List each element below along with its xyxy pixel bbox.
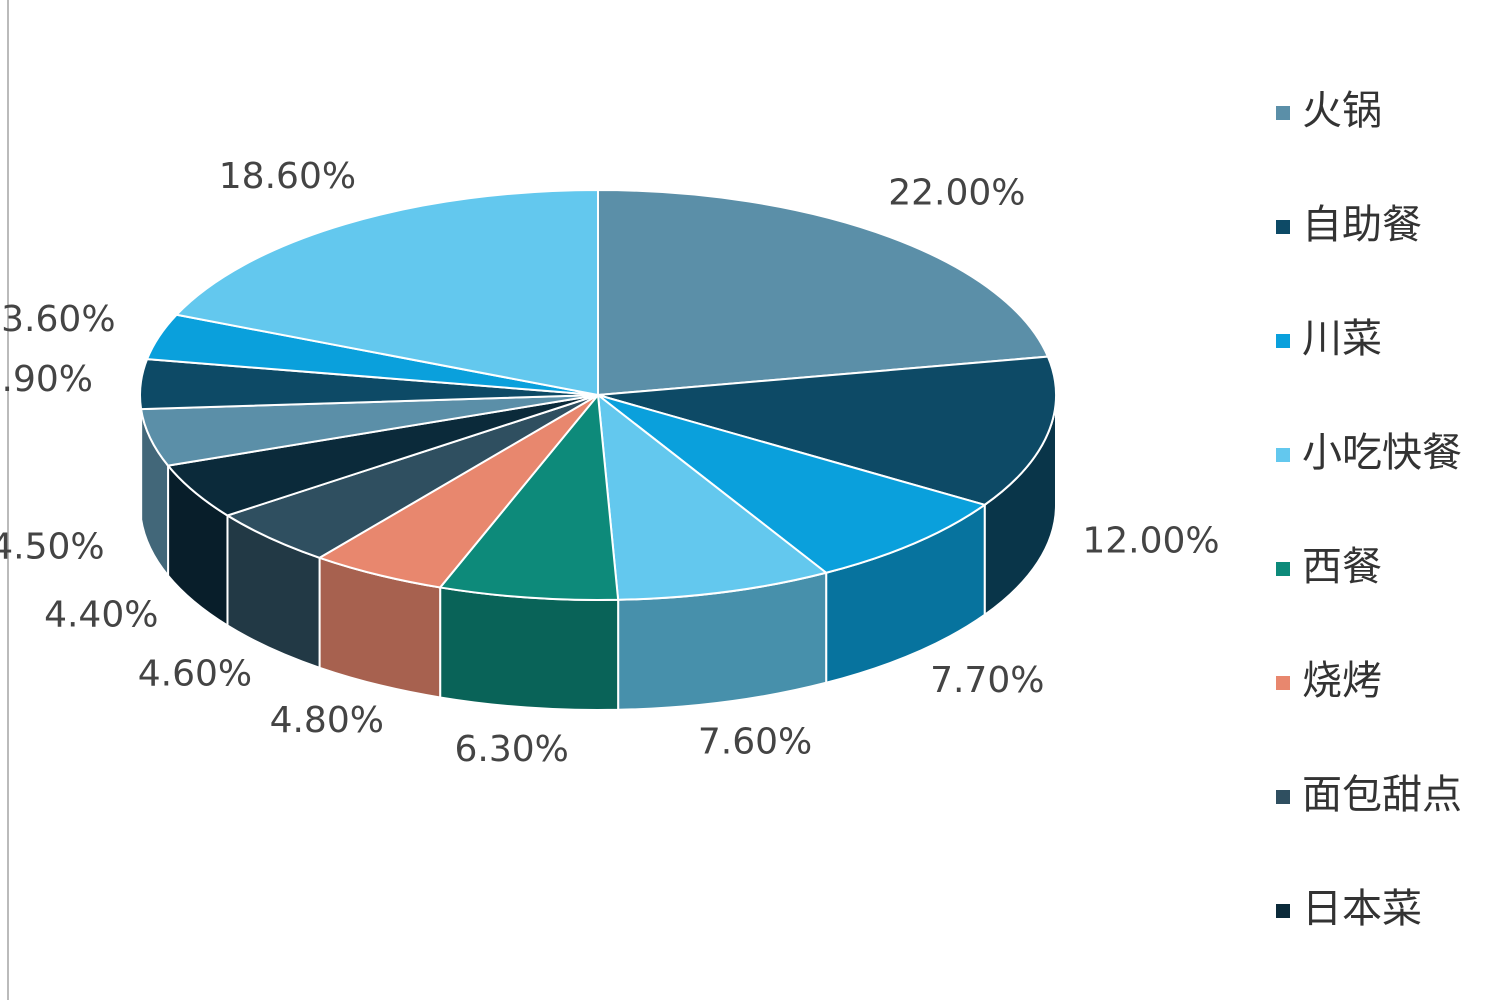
data-label: 18.60% xyxy=(219,156,356,197)
legend-label: 西餐 xyxy=(1302,544,1382,590)
data-label: 12.00% xyxy=(1082,521,1219,562)
legend-swatch xyxy=(1276,448,1290,462)
data-label: 3.90% xyxy=(0,359,93,400)
legend-label: 面包甜点 xyxy=(1302,772,1462,818)
legend-label: 火锅 xyxy=(1302,88,1382,134)
legend-label: 日本菜 xyxy=(1302,886,1422,932)
data-label: 4.50% xyxy=(0,526,105,567)
data-label: 4.40% xyxy=(44,594,158,635)
legend-label: 自助餐 xyxy=(1302,202,1422,248)
slice xyxy=(174,188,599,397)
legend-swatch xyxy=(1276,220,1290,234)
legend-swatch xyxy=(1276,904,1290,918)
legend-swatch xyxy=(1276,106,1290,120)
slice xyxy=(597,394,987,574)
data-label: 22.00% xyxy=(888,173,1025,214)
data-label: 6.30% xyxy=(454,729,568,770)
slice-side xyxy=(439,586,620,711)
slice xyxy=(597,355,1058,506)
legend-swatch xyxy=(1276,790,1290,804)
slice xyxy=(438,392,620,601)
legend-label: 小吃快餐 xyxy=(1302,430,1462,476)
legend-swatch xyxy=(1276,562,1290,576)
pie-tops xyxy=(139,188,1058,601)
data-label: 7.70% xyxy=(930,660,1044,701)
legend-swatch xyxy=(1276,676,1290,690)
data-label: 7.60% xyxy=(698,722,812,763)
slice xyxy=(597,188,1050,397)
data-label: 4.60% xyxy=(138,654,252,695)
data-label: 3.60% xyxy=(1,299,115,340)
legend-label: 川菜 xyxy=(1302,316,1382,362)
slice xyxy=(596,392,829,601)
data-label: 4.80% xyxy=(270,700,384,741)
legend-label: 烧烤 xyxy=(1302,658,1382,704)
data-labels: 22.00% 12.00% 7.70% 7.60% 6.30% 4.80% 4.60% 4.4… xyxy=(0,156,1220,770)
legend-swatch xyxy=(1276,334,1290,348)
